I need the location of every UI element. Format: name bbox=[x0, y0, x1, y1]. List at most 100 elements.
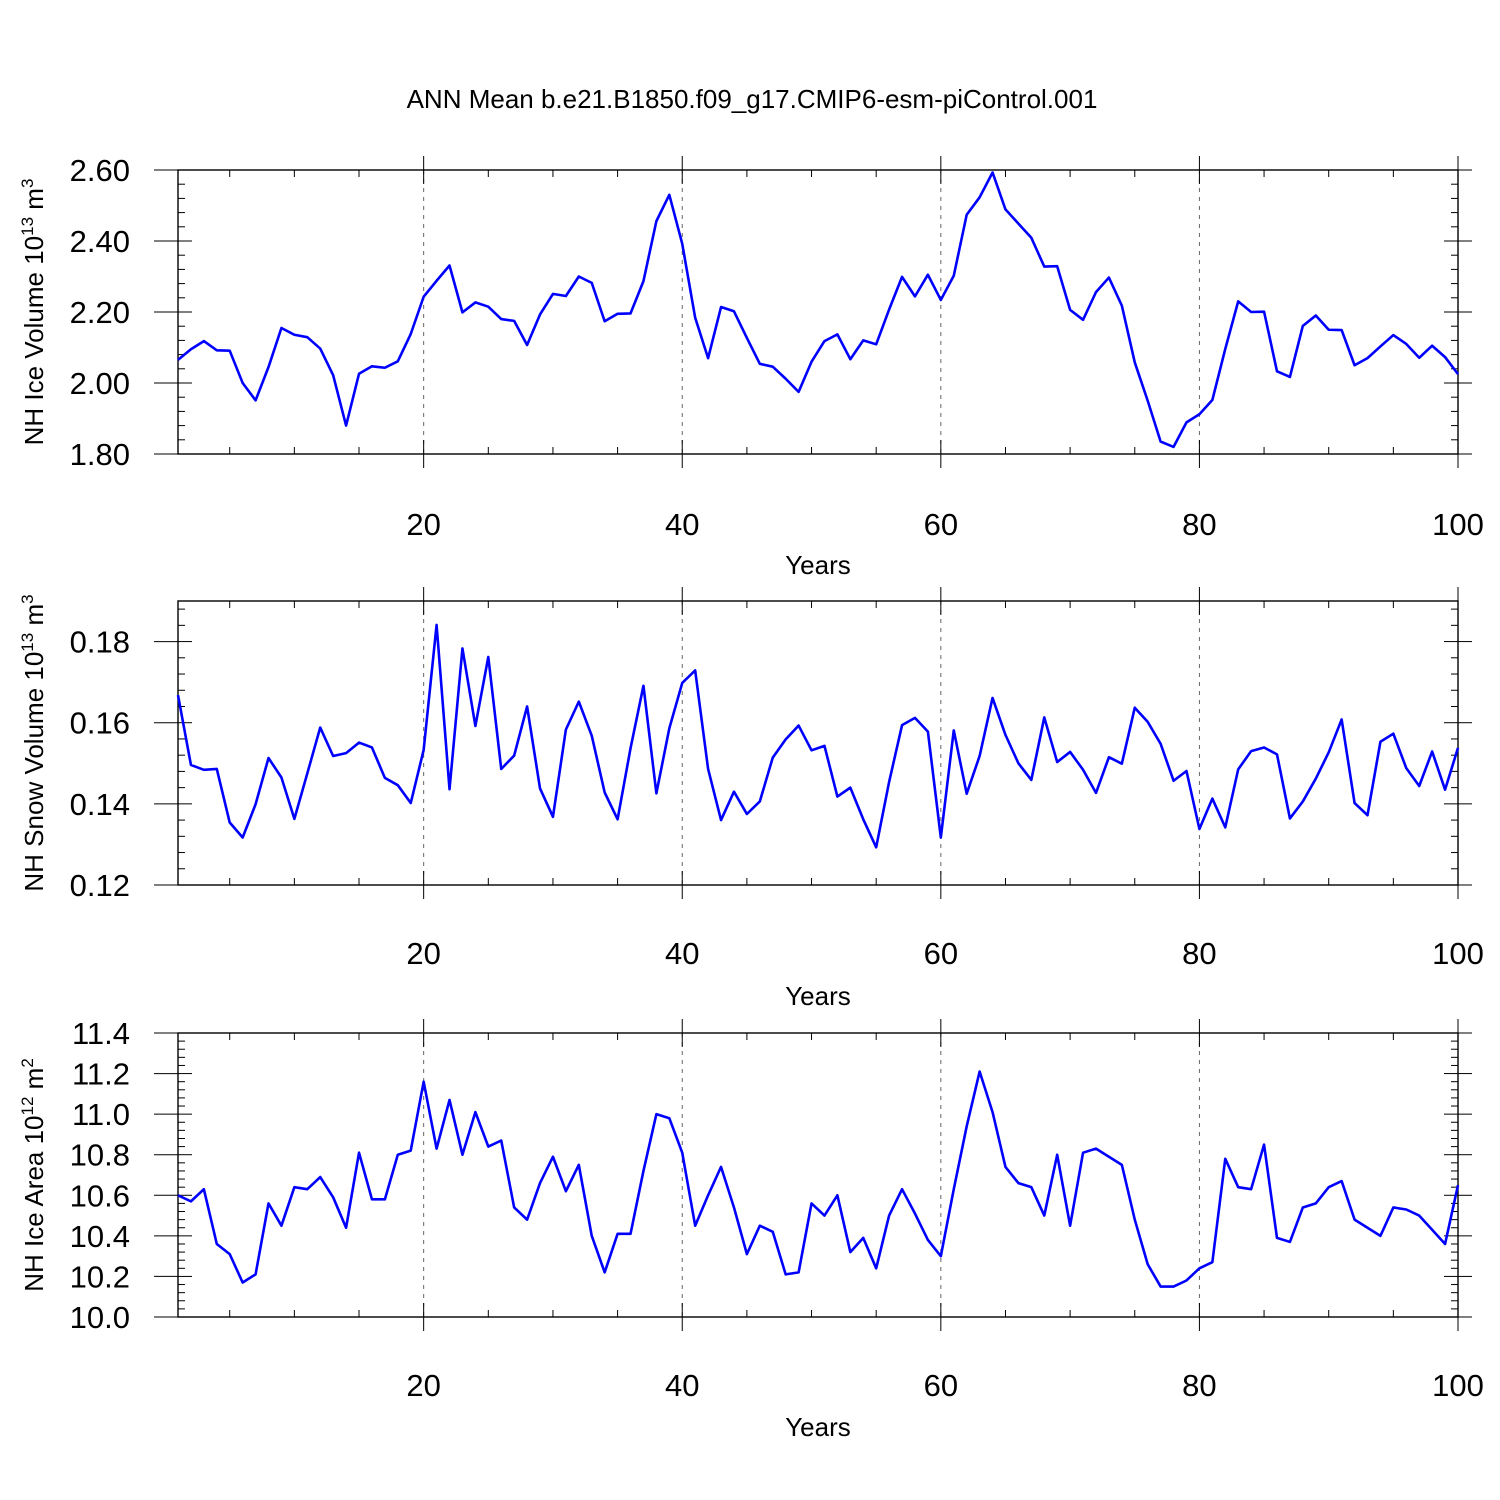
data-point bbox=[668, 194, 670, 196]
data-point bbox=[1405, 767, 1407, 769]
data-point bbox=[410, 1149, 412, 1151]
data-point bbox=[1185, 770, 1187, 772]
data-point bbox=[332, 755, 334, 757]
data-point bbox=[1418, 785, 1420, 787]
data-point bbox=[229, 821, 231, 823]
data-point bbox=[888, 308, 890, 310]
y-axis-label-unit: m bbox=[19, 188, 49, 217]
data-point bbox=[267, 757, 269, 759]
data-point bbox=[177, 1194, 179, 1196]
data-point bbox=[720, 306, 722, 308]
data-point bbox=[578, 700, 580, 702]
y-axis-label-unit: m bbox=[19, 1068, 49, 1097]
data-point bbox=[293, 334, 295, 336]
data-point bbox=[448, 788, 450, 790]
data-point bbox=[1056, 761, 1058, 763]
data-point bbox=[836, 333, 838, 335]
data-point bbox=[862, 818, 864, 820]
data-point bbox=[1405, 343, 1407, 345]
data-point bbox=[177, 694, 179, 696]
data-point bbox=[552, 1156, 554, 1158]
data-point bbox=[513, 1206, 515, 1208]
data-point bbox=[1328, 329, 1330, 331]
data-point bbox=[591, 282, 593, 284]
data-point bbox=[1082, 319, 1084, 321]
data-point bbox=[1237, 1186, 1239, 1188]
data-point bbox=[1444, 1243, 1446, 1245]
data-point bbox=[254, 399, 256, 401]
data-point bbox=[1302, 800, 1304, 802]
data-point bbox=[397, 1154, 399, 1156]
data-point bbox=[371, 365, 373, 367]
data-point bbox=[461, 1154, 463, 1156]
data-point bbox=[1211, 399, 1213, 401]
data-point bbox=[1211, 1261, 1213, 1263]
data-point bbox=[914, 717, 916, 719]
data-point bbox=[733, 790, 735, 792]
data-point bbox=[1198, 828, 1200, 830]
data-point bbox=[1392, 334, 1394, 336]
data-point bbox=[901, 276, 903, 278]
data-point bbox=[953, 729, 955, 731]
series-line bbox=[177, 171, 1460, 449]
data-point bbox=[629, 312, 631, 314]
y-tick-label: 2.60 bbox=[70, 153, 130, 188]
y-axis-label-unit-exponent: 2 bbox=[18, 1058, 37, 1067]
data-point bbox=[849, 358, 851, 360]
data-point bbox=[965, 1125, 967, 1127]
data-point bbox=[487, 656, 489, 658]
series-line bbox=[177, 1070, 1460, 1288]
y-tick-label: 11.0 bbox=[72, 1097, 130, 1132]
data-point bbox=[319, 726, 321, 728]
data-point bbox=[1457, 1184, 1459, 1186]
panel-3: 10.0 10.2 10.4 10.6 10.8 11.0 11.2 11.4 20 40 60 80… bbox=[18, 1016, 1484, 1442]
data-point bbox=[927, 730, 929, 732]
data-point bbox=[293, 1186, 295, 1188]
x-tick-label: 100 bbox=[1432, 507, 1484, 542]
x-tick-label: 40 bbox=[665, 507, 699, 542]
data-point bbox=[1315, 314, 1317, 316]
data-point bbox=[1185, 1279, 1187, 1281]
data-point bbox=[733, 1206, 735, 1208]
x-tick-label: 20 bbox=[406, 936, 440, 971]
data-point bbox=[1353, 802, 1355, 804]
data-point bbox=[668, 727, 670, 729]
data-point bbox=[1276, 1237, 1278, 1239]
data-point bbox=[345, 752, 347, 754]
y-axis-label-exponent: 13 bbox=[18, 633, 37, 652]
data-point bbox=[978, 755, 980, 757]
data-point bbox=[797, 391, 799, 393]
data-point bbox=[759, 800, 761, 802]
data-point bbox=[1237, 768, 1239, 770]
data-point bbox=[539, 313, 541, 315]
data-point bbox=[190, 764, 192, 766]
data-point bbox=[1172, 446, 1174, 448]
data-point bbox=[1457, 747, 1459, 749]
data-point bbox=[1108, 276, 1110, 278]
data-point bbox=[513, 754, 515, 756]
data-point bbox=[397, 784, 399, 786]
x-tick-label: 100 bbox=[1432, 936, 1484, 971]
y-axis-label: NH Ice Volume 1013 m3 bbox=[18, 179, 49, 446]
y-axis-label: NH Snow Volume 1013 m3 bbox=[18, 594, 49, 891]
data-point bbox=[1457, 373, 1459, 375]
data-point bbox=[603, 791, 605, 793]
data-point bbox=[254, 1273, 256, 1275]
data-point bbox=[1082, 769, 1084, 771]
data-point bbox=[1405, 1208, 1407, 1210]
data-point bbox=[216, 349, 218, 351]
data-point bbox=[241, 836, 243, 838]
data-point bbox=[1030, 237, 1032, 239]
data-point bbox=[1328, 751, 1330, 753]
data-point bbox=[1159, 440, 1161, 442]
data-point bbox=[1392, 732, 1394, 734]
x-axis-label: Years bbox=[785, 550, 851, 580]
data-point bbox=[552, 816, 554, 818]
data-point bbox=[875, 343, 877, 345]
data-point bbox=[603, 1271, 605, 1273]
data-point bbox=[978, 1070, 980, 1072]
data-point bbox=[940, 299, 942, 301]
data-point bbox=[810, 749, 812, 751]
data-point bbox=[823, 1214, 825, 1216]
data-point bbox=[1146, 721, 1148, 723]
